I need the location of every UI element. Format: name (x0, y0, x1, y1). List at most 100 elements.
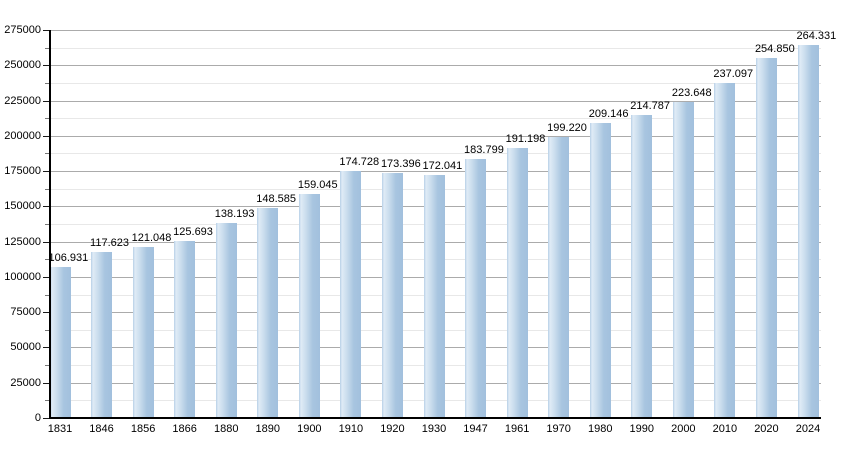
y-axis-minor-tick (45, 153, 49, 155)
y-axis-minor-tick (45, 259, 49, 261)
y-axis-tick-label: 250000 (4, 59, 41, 72)
y-axis-tick (43, 347, 49, 349)
gridline-major (49, 65, 821, 67)
bar (340, 171, 362, 418)
bar (257, 208, 279, 418)
y-axis-tick (43, 418, 49, 419)
bar (298, 193, 320, 418)
x-axis-tick-label: 1866 (172, 423, 197, 435)
bar (797, 45, 819, 418)
bar-value-label: 148.585 (256, 193, 297, 206)
y-axis-tick-label: 100000 (4, 270, 41, 283)
x-axis-tick-label: 1831 (47, 423, 73, 435)
x-axis-tick-label: 1880 (213, 423, 239, 435)
x-axis-tick-label: 1930 (421, 423, 447, 435)
bar (215, 223, 237, 418)
gridline-major (49, 135, 821, 137)
y-axis-tick-label: 150000 (4, 200, 41, 213)
x-axis-tick-label: 1990 (629, 423, 654, 435)
bar (548, 136, 570, 418)
x-axis-tick-label: 1910 (338, 423, 364, 435)
y-axis-tick (43, 382, 49, 384)
y-axis-tick-label: 125000 (4, 235, 41, 248)
gridline-minor (49, 118, 821, 120)
bar-value-label: 173.396 (380, 158, 421, 171)
y-axis-tick (43, 65, 49, 67)
gridline-minor (49, 47, 821, 49)
x-axis-tick-label: 2020 (754, 423, 779, 435)
x-axis-tick-label: 1900 (297, 423, 322, 435)
y-axis-tick-label: 175000 (4, 165, 41, 178)
x-axis-tick-label: 1970 (546, 423, 571, 435)
bar (755, 58, 777, 418)
y-axis-tick (43, 100, 49, 102)
bar-value-label: 121.048 (131, 232, 172, 245)
x-axis-tick-label: 1846 (89, 423, 114, 435)
bar-value-label: 214.787 (630, 99, 671, 112)
bar (49, 267, 71, 418)
bar-value-label: 159.045 (297, 178, 338, 191)
bar (631, 114, 653, 418)
bar-value-label: 223.648 (671, 87, 712, 100)
bar-value-label: 174.728 (339, 156, 380, 169)
x-axis-line (49, 417, 821, 419)
y-axis-tick-label: 0 (34, 412, 41, 424)
y-axis-tick (43, 30, 49, 31)
bar (672, 102, 694, 418)
y-axis-minor-tick (45, 188, 49, 190)
y-axis-minor-tick (45, 365, 49, 367)
x-axis-tick-label: 1961 (504, 423, 530, 435)
gridline-major (49, 30, 821, 31)
y-axis-tick-label: 50000 (10, 341, 41, 354)
x-axis-tick-label: 2000 (671, 423, 696, 435)
bar-value-label: 209.146 (588, 107, 629, 120)
x-axis-tick-label: 1920 (380, 423, 405, 435)
bar-value-label: 237.097 (713, 68, 754, 81)
y-axis-minor-tick (45, 329, 49, 331)
gridline-major (49, 171, 821, 173)
bar (381, 173, 403, 418)
bar-value-label: 106.931 (48, 252, 89, 265)
gridline-minor (49, 153, 821, 155)
x-axis-tick-label: 1947 (463, 423, 488, 435)
bar (174, 240, 196, 418)
y-axis-tick-label: 275000 (4, 24, 41, 36)
y-axis-tick (43, 312, 49, 314)
bar-value-label: 138.193 (214, 208, 255, 221)
bar (589, 122, 611, 418)
bar-value-label: 117.623 (90, 237, 129, 250)
y-axis-minor-tick (45, 400, 49, 402)
y-axis-tick (43, 276, 49, 278)
y-axis-tick-label: 75000 (10, 306, 41, 319)
y-axis-line (49, 30, 51, 419)
gridline-major (49, 100, 821, 102)
x-axis-tick-label: 1980 (587, 423, 613, 435)
bar (91, 252, 113, 418)
x-axis-tick-label: 2010 (712, 423, 738, 435)
bar (465, 158, 487, 418)
bar (506, 148, 528, 418)
bar-value-label: 172.041 (422, 160, 463, 173)
bar-value-label: 125.693 (173, 225, 213, 238)
bar-value-label: 254.850 (754, 43, 795, 56)
x-axis-tick-label: 1890 (255, 423, 280, 435)
y-axis-minor-tick (45, 118, 49, 120)
y-axis-minor-tick (45, 294, 49, 296)
bar-value-label: 191.198 (505, 133, 546, 146)
y-axis-minor-tick (45, 47, 49, 49)
y-axis-tick (43, 171, 49, 173)
x-axis-tick-label: 2024 (795, 423, 821, 435)
bar-value-label: 264.331 (796, 30, 837, 43)
bar (132, 247, 154, 418)
bar-value-label: 199.220 (547, 121, 587, 134)
y-axis-tick (43, 135, 49, 137)
y-axis-minor-tick (45, 82, 49, 84)
y-axis-tick (43, 206, 49, 208)
y-axis-tick-label: 200000 (4, 129, 41, 142)
y-axis-minor-tick (45, 224, 49, 225)
y-axis-tick-label: 225000 (4, 94, 41, 107)
